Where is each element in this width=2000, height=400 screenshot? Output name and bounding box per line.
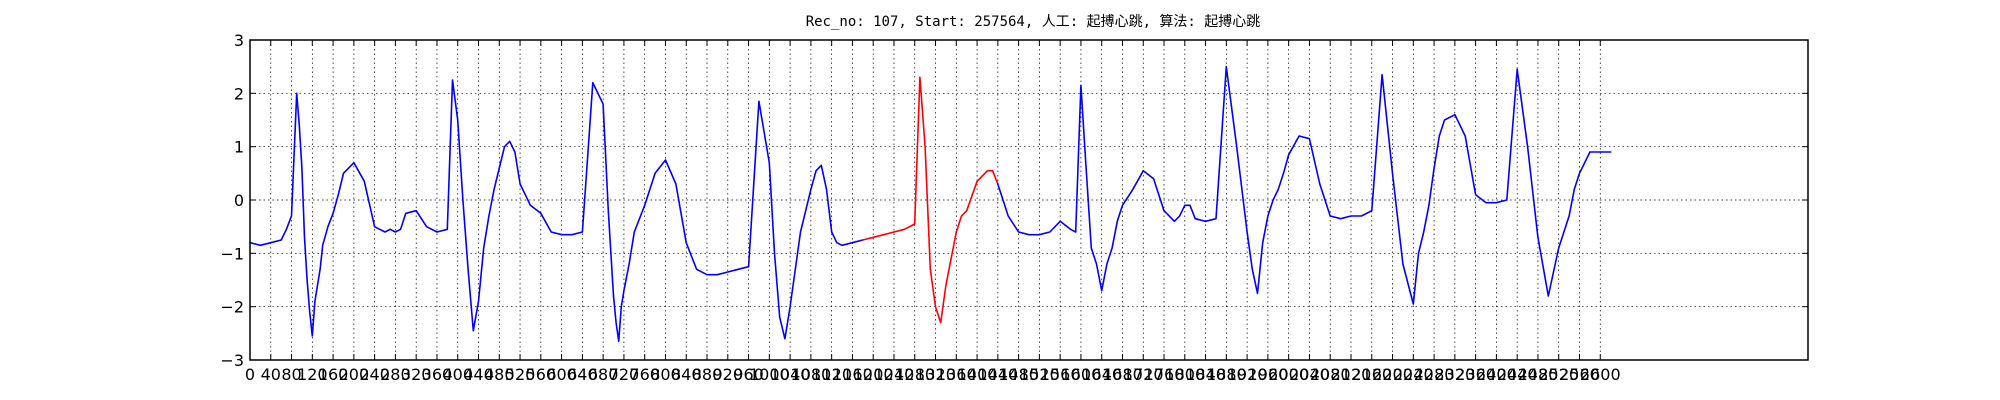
x-tick-label: 160 [318,365,349,384]
x-tick-label: 520 [505,365,536,384]
x-tick-label: 120 [297,365,328,384]
x-tick-label: 560 [526,365,557,384]
x-tick-label: 1200 [853,365,894,384]
x-tick-label: 1440 [977,365,1018,384]
x-tick-label: 80 [281,365,301,384]
y-tick-label: −1 [220,244,244,263]
x-tick-label: 1160 [832,365,873,384]
x-tick-label: 2400 [1476,365,1517,384]
x-tick-label: 600 [546,365,577,384]
x-tick-label: 280 [380,365,411,384]
x-tick-label: 2320 [1434,365,1475,384]
x-tick-label: 2040 [1289,365,1330,384]
x-tick-label: 1360 [936,365,977,384]
x-tick-label: 2000 [1268,365,1309,384]
series-layer [249,65,1612,343]
y-tick-label: 3 [234,31,244,50]
x-tick-label: 240 [359,365,390,384]
x-tick-label: 1840 [1185,365,1226,384]
ecg-series [996,65,1612,305]
x-tick-label: 440 [463,365,494,384]
x-tick-label: 1960 [1248,365,1289,384]
chart-title: Rec_no: 107, Start: 257564, 人工: 起搏心跳, 算法… [806,13,1261,30]
x-tick-label: 2520 [1538,365,1579,384]
grid-layer [249,39,1808,361]
x-tick-label: 1400 [957,365,998,384]
x-tick-label: 2280 [1414,365,1455,384]
x-tick-label: 1800 [1164,365,1205,384]
x-tick-label: 1520 [1019,365,1060,384]
x-tick-label: 1760 [1144,365,1185,384]
x-tick-label: 0 [245,365,255,384]
x-tick-label: 2360 [1455,365,1496,384]
axes-layer: 0 40 8012016020024028032036040044048052056… [220,31,1808,384]
x-tick-label: 40 [261,365,281,384]
x-tick-label: 1480 [998,365,1039,384]
y-tick-label: 1 [234,138,244,157]
x-tick-label: 2240 [1393,365,1434,384]
x-tick-label: 1720 [1123,365,1164,384]
x-tick-label: 2600 [1580,365,1621,384]
x-tick-label: 1000 [749,365,790,384]
x-tick-label: 1040 [770,365,811,384]
x-tick-label: 760 [629,365,660,384]
y-tick-label: 0 [234,191,244,210]
x-tick-label: 2480 [1518,365,1559,384]
x-tick-label: 1680 [1102,365,1143,384]
x-tick-label: 2120 [1331,365,1372,384]
y-tick-label: −3 [220,351,244,370]
x-tick-label: 2440 [1497,365,1538,384]
x-tick-label: 1640 [1081,365,1122,384]
x-tick-label: 1320 [915,365,956,384]
x-tick-label: 2080 [1310,365,1351,384]
x-tick-label: 840 [671,365,702,384]
x-tick-label: 2560 [1559,365,1600,384]
x-tick-label: 320 [401,365,432,384]
x-tick-label: 1080 [791,365,832,384]
x-tick-label: 2200 [1372,365,1413,384]
x-tick-label: 920 [713,365,744,384]
x-tick-label: 800 [650,365,681,384]
x-tick-label: 1240 [874,365,915,384]
x-tick-label: 360 [422,365,453,384]
x-tick-label: 960 [733,365,764,384]
x-tick-label: 1560 [1040,365,1081,384]
x-tick-label: 640 [567,365,598,384]
x-tick-label: 680 [588,365,619,384]
x-tick-label: 1880 [1206,365,1247,384]
x-tick-label: 720 [609,365,640,384]
x-tick-label: 480 [484,365,515,384]
ecg-series [612,100,864,343]
x-tick-label: 1120 [811,365,852,384]
x-tick-label: 400 [442,365,473,384]
x-tick-label: 1280 [894,365,935,384]
y-tick-label: −2 [220,298,244,317]
x-tick-label: 2160 [1351,365,1392,384]
x-tick-label: 880 [692,365,723,384]
x-tick-label: 1920 [1227,365,1268,384]
ecg-series-highlight [861,76,999,324]
ecg-series [249,79,615,337]
x-tick-label: 1600 [1061,365,1102,384]
y-tick-label: 2 [234,84,244,103]
x-tick-label: 200 [339,365,370,384]
